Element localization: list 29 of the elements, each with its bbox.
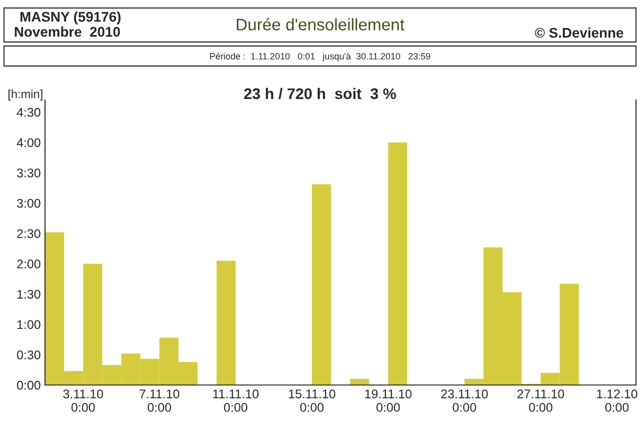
y-tick-label: 4:00 [16, 138, 40, 148]
text: MASNY (59176) [20, 12, 121, 24]
chart-subtitle: Période : 1.11.2010 0:01 jusqu'à 30.11.2010 23:59 [210, 52, 430, 62]
y-tick-label: 3:30 [16, 168, 40, 178]
y-tick-label: 4:30 [16, 108, 40, 117]
y-tick-label: 1:00 [17, 320, 40, 330]
y-tick-label: 2:30 [17, 229, 40, 238]
bar [216, 260, 236, 385]
y-tick-label: 0:00 [16, 380, 40, 390]
x-tick-label: 3.11.10 0:00 [63, 389, 104, 412]
text: © S.Devienne [534, 28, 624, 38]
text: Novembre 2010 [14, 26, 120, 37]
chart-title: Durée d'ensoleillement [236, 18, 404, 30]
x-tick-label: 15.11.10 0:00 [288, 389, 336, 412]
bar [312, 184, 331, 385]
y-axis-title: [h:min] [8, 89, 42, 100]
x-tick-label: 1.12.10 0:00 [597, 389, 638, 412]
x-tick-label: 11.11.10 0:00 [213, 389, 259, 412]
y-tick-label: 2:00 [17, 260, 40, 268]
text: 23 h / 720 h soit 3 % [244, 88, 396, 100]
x-tick-label: 19.11.10 0:00 [365, 389, 412, 412]
bar [350, 378, 370, 385]
x-tick-label: 27.11.10 0:00 [517, 389, 564, 412]
x-tick-label: 7.11.10 0:00 [140, 389, 180, 412]
x-tick-label: 23.11.10 0:00 [441, 389, 488, 412]
bar [388, 142, 408, 385]
y-tick-label: 0:30 [16, 350, 40, 360]
y-tick-label: 3:00 [16, 198, 40, 208]
y-tick-label: 1:30 [17, 290, 40, 299]
